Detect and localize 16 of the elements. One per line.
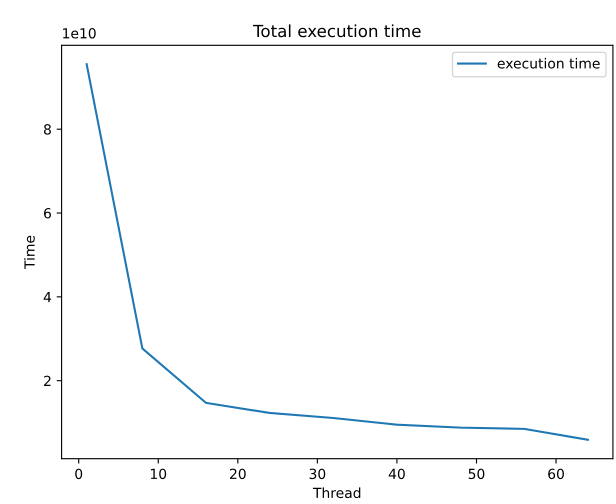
chart-title: Total execution time [253, 24, 421, 38]
x-tick-label: 40 [388, 468, 405, 480]
y-tick-label: 6 [44, 208, 52, 218]
x-tick-label: 20 [230, 468, 246, 480]
text: 1e10 [63, 28, 96, 39]
y-axis-title: Time [24, 236, 35, 270]
x-tick-label: 10 [150, 468, 166, 480]
y-tick-label: 8 [44, 124, 51, 135]
x-axis-title: Thread [312, 487, 360, 498]
x-tick-label: 30 [310, 468, 326, 480]
x-tick-label: 60 [548, 468, 564, 480]
x-tick-label: 0 [75, 468, 82, 480]
x-tick-label: 50 [468, 468, 484, 480]
y-tick-label: 2 [44, 376, 50, 386]
legend-label: execution time [498, 58, 600, 69]
y-tick-label: 4 [44, 292, 52, 302]
